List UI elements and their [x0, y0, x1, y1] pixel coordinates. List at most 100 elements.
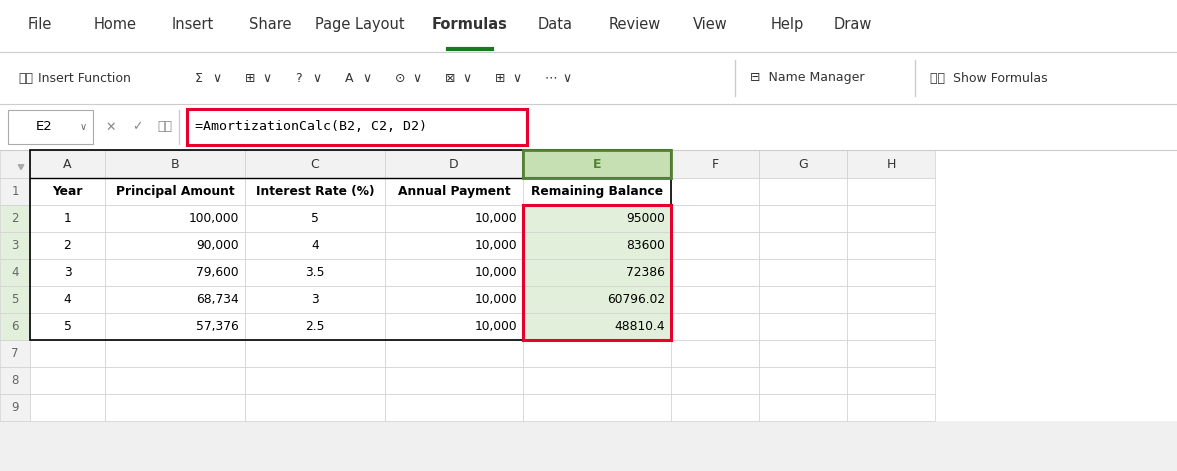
- Bar: [847, 340, 935, 367]
- Text: 5: 5: [64, 320, 72, 333]
- Bar: [385, 313, 523, 340]
- Bar: [245, 232, 385, 259]
- Text: Page Layout: Page Layout: [315, 17, 405, 32]
- Text: ∨: ∨: [79, 122, 87, 132]
- Text: =AmortizationCalc(B2, C2, D2): =AmortizationCalc(B2, C2, D2): [195, 121, 427, 133]
- Bar: [671, 313, 759, 340]
- Bar: [245, 367, 385, 394]
- Bar: [523, 232, 671, 259]
- Bar: [105, 313, 245, 340]
- Text: 5: 5: [311, 212, 319, 225]
- Bar: [523, 259, 671, 286]
- Text: View: View: [692, 17, 727, 32]
- Text: 7: 7: [12, 347, 19, 360]
- Bar: [105, 340, 245, 367]
- Text: Interest Rate (%): Interest Rate (%): [255, 185, 374, 198]
- Text: 1: 1: [12, 185, 19, 198]
- Text: Year: Year: [52, 185, 82, 198]
- Bar: [759, 178, 847, 205]
- Bar: [385, 259, 523, 286]
- Bar: [187, 109, 527, 145]
- Text: 𝑓𝑥: 𝑓𝑥: [18, 72, 33, 84]
- Bar: [0, 150, 1177, 421]
- Bar: [0, 313, 29, 340]
- Bar: [847, 205, 935, 232]
- Text: ⊞: ⊞: [245, 72, 255, 84]
- Text: H: H: [886, 157, 896, 171]
- Bar: [759, 286, 847, 313]
- Text: 10,000: 10,000: [474, 239, 517, 252]
- Bar: [523, 178, 671, 205]
- Bar: [847, 232, 935, 259]
- Text: ∨: ∨: [463, 72, 471, 84]
- Text: A: A: [345, 72, 353, 84]
- Text: Principal Amount: Principal Amount: [115, 185, 234, 198]
- Text: ⊞: ⊞: [496, 72, 505, 84]
- Bar: [0, 340, 29, 367]
- Text: ?: ?: [295, 72, 301, 84]
- Polygon shape: [18, 165, 24, 170]
- Bar: [759, 232, 847, 259]
- Bar: [759, 394, 847, 421]
- Bar: [29, 259, 105, 286]
- Text: 4: 4: [311, 239, 319, 252]
- Text: 10,000: 10,000: [474, 320, 517, 333]
- Bar: [671, 178, 759, 205]
- Text: 3: 3: [311, 293, 319, 306]
- Text: C: C: [311, 157, 319, 171]
- Bar: [759, 367, 847, 394]
- Text: Home: Home: [93, 17, 137, 32]
- Bar: [759, 313, 847, 340]
- Bar: [671, 232, 759, 259]
- Bar: [847, 259, 935, 286]
- Bar: [105, 232, 245, 259]
- Bar: [245, 259, 385, 286]
- Bar: [105, 367, 245, 394]
- Bar: [0, 205, 29, 232]
- Text: 95000: 95000: [626, 212, 665, 225]
- Bar: [385, 340, 523, 367]
- Text: A: A: [64, 157, 72, 171]
- Bar: [0, 421, 1177, 471]
- Text: ⋯: ⋯: [545, 72, 558, 84]
- Text: ∨: ∨: [262, 72, 271, 84]
- Bar: [0, 286, 29, 313]
- Text: Σ: Σ: [195, 72, 202, 84]
- Bar: [29, 232, 105, 259]
- Text: ∨: ∨: [212, 72, 221, 84]
- Text: G: G: [798, 157, 807, 171]
- Bar: [105, 286, 245, 313]
- Text: 8: 8: [12, 374, 19, 387]
- Bar: [29, 313, 105, 340]
- Text: 2: 2: [12, 212, 19, 225]
- Bar: [105, 205, 245, 232]
- Bar: [245, 394, 385, 421]
- Bar: [671, 205, 759, 232]
- Text: Formulas: Formulas: [432, 17, 508, 32]
- Bar: [847, 178, 935, 205]
- Bar: [759, 150, 847, 178]
- Bar: [29, 178, 105, 205]
- Text: ∨: ∨: [512, 72, 521, 84]
- Text: F: F: [711, 157, 719, 171]
- Text: 10,000: 10,000: [474, 212, 517, 225]
- Text: 𝑓𝑥: 𝑓𝑥: [158, 121, 173, 133]
- Bar: [523, 150, 671, 178]
- Text: Share: Share: [248, 17, 291, 32]
- Bar: [245, 340, 385, 367]
- Bar: [29, 205, 105, 232]
- Bar: [847, 286, 935, 313]
- Bar: [0, 178, 29, 205]
- Text: 10,000: 10,000: [474, 293, 517, 306]
- Text: 2.5: 2.5: [305, 320, 325, 333]
- Bar: [245, 150, 385, 178]
- Bar: [671, 367, 759, 394]
- Bar: [671, 259, 759, 286]
- Bar: [671, 340, 759, 367]
- Bar: [847, 394, 935, 421]
- Text: 2: 2: [64, 239, 72, 252]
- Bar: [847, 313, 935, 340]
- Text: Annual Payment: Annual Payment: [398, 185, 511, 198]
- Bar: [523, 340, 671, 367]
- Text: 1: 1: [64, 212, 72, 225]
